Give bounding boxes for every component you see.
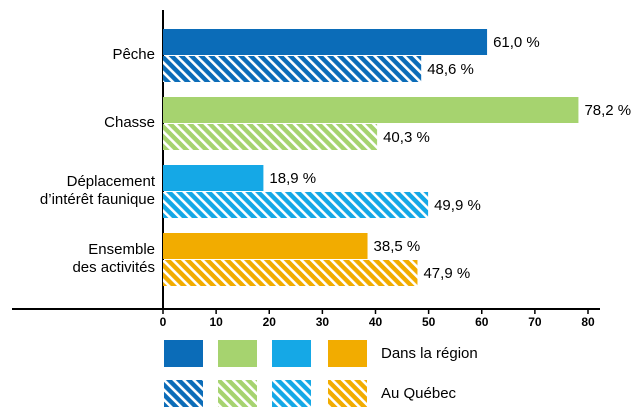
category-label: Chasse bbox=[104, 114, 155, 131]
bar bbox=[163, 192, 429, 218]
category-label-line: Pêche bbox=[112, 46, 155, 63]
category-label: Pêche bbox=[112, 46, 155, 63]
value-label: 18,9 % bbox=[269, 170, 316, 187]
value-label: 47,9 % bbox=[423, 265, 470, 282]
legend-label: Au Québec bbox=[381, 385, 457, 402]
legend-swatch bbox=[272, 380, 311, 407]
value-label: 38,5 % bbox=[374, 238, 421, 255]
category-label-line: des activités bbox=[72, 259, 155, 276]
category-label-line: Chasse bbox=[104, 114, 155, 131]
bar bbox=[163, 233, 368, 259]
category-label-line: d’intérêt faunique bbox=[40, 191, 155, 208]
legend-swatch bbox=[328, 380, 367, 407]
bar bbox=[163, 260, 418, 286]
category-label: Ensemble des activités bbox=[72, 241, 155, 276]
legend-swatch bbox=[328, 340, 367, 367]
value-label: 49,9 % bbox=[434, 197, 481, 214]
value-label: 61,0 % bbox=[493, 34, 540, 51]
value-label: 40,3 % bbox=[383, 129, 430, 146]
bar bbox=[163, 124, 378, 150]
legend-swatch bbox=[164, 340, 203, 367]
x-tick-label: 70 bbox=[528, 315, 542, 329]
x-tick-label: 20 bbox=[263, 315, 277, 329]
x-tick-label: 0 bbox=[160, 315, 167, 329]
category-label: Déplacement d’intérêt faunique bbox=[40, 173, 156, 208]
value-label: 48,6 % bbox=[427, 61, 474, 78]
x-tick-label: 60 bbox=[475, 315, 489, 329]
x-tick-label: 50 bbox=[422, 315, 436, 329]
bar bbox=[163, 97, 579, 123]
value-label: 78,2 % bbox=[584, 102, 631, 119]
x-tick-label: 30 bbox=[316, 315, 330, 329]
legend-swatch bbox=[218, 340, 257, 367]
bar bbox=[163, 165, 264, 191]
x-tick-label: 40 bbox=[369, 315, 383, 329]
legend-swatch bbox=[218, 380, 257, 407]
legend-label: Dans la région bbox=[381, 345, 478, 362]
legend-swatch bbox=[272, 340, 311, 367]
bar bbox=[163, 56, 422, 82]
category-label-line: Déplacement bbox=[67, 173, 156, 190]
legend-swatch bbox=[164, 380, 203, 407]
x-tick-label: 80 bbox=[581, 315, 595, 329]
x-tick-label: 10 bbox=[209, 315, 223, 329]
bar bbox=[163, 29, 488, 55]
category-label-line: Ensemble bbox=[88, 241, 155, 258]
